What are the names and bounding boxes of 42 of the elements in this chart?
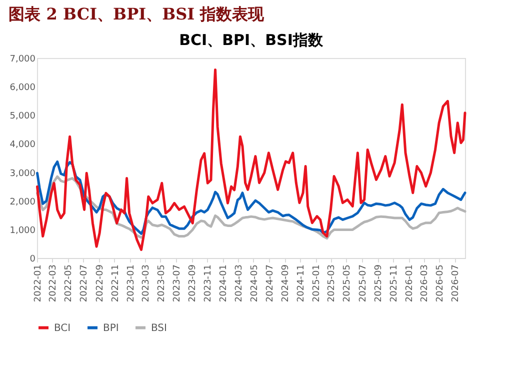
chart-title: 图表 2 BCI、BPI、BSI 指数表现: [8, 4, 266, 24]
x-tick-label: 2022-05: [64, 264, 74, 302]
x-tick-label: 2023-11: [204, 264, 214, 302]
legend-label: BSI: [151, 322, 167, 334]
x-tick-label: 2022-03: [48, 264, 59, 302]
x-tick-label: 2024-03: [234, 264, 244, 302]
x-tick-label: 2024-11: [296, 264, 307, 302]
x-tick-label: 2025-07: [358, 264, 368, 302]
legend-label: BPI: [103, 322, 119, 334]
x-tick-label: 2024-07: [265, 264, 276, 302]
y-tick-label: 0: [30, 254, 36, 264]
x-tick-label: 2022-11: [110, 264, 121, 302]
x-tick-label: 2026-07: [451, 264, 462, 302]
x-tick-label: 2024-09: [281, 264, 292, 302]
x-tick-label: 2023-03: [141, 264, 152, 302]
x-tick-label: 2025-03: [327, 264, 338, 302]
x-tick-label: 2024-05: [250, 264, 260, 302]
x-tick-label: 2023-07: [172, 264, 182, 302]
y-tick-label: 6,000: [10, 83, 36, 94]
y-tick-label: 7,000: [10, 54, 36, 64]
x-tick-label: 2025-05: [342, 264, 353, 302]
x-tick-label: 2026-03: [420, 264, 430, 302]
x-tick-label: 2025-09: [374, 264, 384, 302]
legend-label: BCI: [54, 322, 71, 334]
x-tick-label: 2025-01: [312, 264, 322, 302]
x-tick-label: 2026-01: [405, 264, 416, 302]
x-tick-label: 2024-01: [219, 264, 230, 302]
y-tick-label: 5,000: [10, 112, 36, 122]
x-tick-label: 2023-09: [188, 264, 198, 302]
x-tick-label: 2022-07: [80, 264, 90, 302]
x-tick-label: 2026-05: [436, 264, 446, 302]
x-tick-label: 2022-01: [34, 264, 44, 302]
line-series: [36, 68, 466, 251]
chart-subtitle: BCI、BPI、BSI指数: [179, 31, 324, 49]
x-tick-label: 2025-11: [390, 264, 400, 302]
x-tick-label: 2023-05: [156, 264, 167, 302]
y-tick-label: 2,000: [10, 197, 36, 208]
y-tick-label: 1,000: [10, 226, 36, 236]
x-tick-label: 2022-09: [95, 264, 106, 302]
x-tick-label: 2023-01: [126, 264, 136, 302]
y-tick-label: 3,000: [10, 168, 36, 179]
y-tick-label: 4,000: [10, 140, 36, 150]
